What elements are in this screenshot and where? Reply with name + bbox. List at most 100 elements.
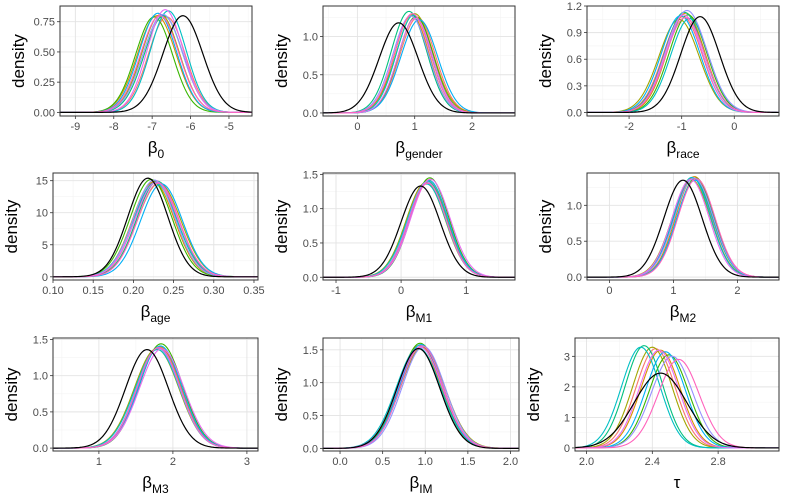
y-tick-label: 15 <box>36 176 48 188</box>
y-tick-label: 1.2 <box>567 1 582 13</box>
reference-density-curve <box>53 348 258 449</box>
x-axis-title-subscript: M2 <box>680 311 697 325</box>
reference-density-curve <box>323 22 515 114</box>
density-curves <box>587 176 779 278</box>
y-tick-label: 1.5 <box>303 169 318 181</box>
y-tick-label: 0.9 <box>567 28 582 40</box>
x-tick-label: 0.10 <box>42 285 63 297</box>
reference-density-curve <box>587 16 779 114</box>
density-curves <box>323 10 515 114</box>
density-curves <box>323 342 519 449</box>
panel-border <box>322 172 516 281</box>
panel-border <box>574 337 780 452</box>
x-axis-title-main: β <box>670 302 680 321</box>
x-axis-title-main: β <box>142 473 152 492</box>
x-tick-label: 0 <box>398 285 404 297</box>
x-tick-label: -7 <box>147 121 157 133</box>
panel-border <box>322 337 520 452</box>
x-tick-label: 2.0 <box>579 456 594 468</box>
y-tick-label: 0.25 <box>34 77 55 89</box>
y-axis-title: density <box>536 199 555 253</box>
y-tick-label: 0.0 <box>567 107 582 119</box>
x-axis-title-main: β <box>666 138 676 157</box>
x-tick-label: 0 <box>354 121 360 133</box>
panel-beta-m3: 1 2 3 0.0 0.5 1.0 1.5 density βM3 <box>2 334 259 496</box>
y-tick-label: 0 <box>42 272 48 284</box>
density-curves <box>323 177 515 278</box>
y-tick-label: 0.75 <box>34 17 55 29</box>
x-tick-label: -8 <box>109 121 119 133</box>
y-tick-label: 0.6 <box>567 54 582 66</box>
x-axis-title: βgender <box>395 138 442 161</box>
x-axis-title-main: β <box>148 138 158 157</box>
x-tick-label: 0.25 <box>163 285 184 297</box>
panel-beta-age: 0.10 0.15 0.20 0.25 0.30 0.35 0 5 10 15 density βag… <box>2 172 265 325</box>
panel-border <box>586 172 780 281</box>
reference-density-curve <box>323 347 519 449</box>
panel-beta-race: -2 -1 0 0.0 0.3 0.6 0.9 1.2 density βrace <box>536 1 780 161</box>
reference-density-curve <box>60 15 252 113</box>
reference-density-curve <box>575 372 779 449</box>
y-tick-label: 1.5 <box>303 345 318 357</box>
x-axis-title-subscript: gender <box>405 147 442 161</box>
y-axis-title: density <box>272 367 291 421</box>
panel-background <box>575 338 779 451</box>
x-tick-label: 0.0 <box>332 456 347 468</box>
panel-beta0: -9 -8 -7 -6 -5 0.00 0.25 0.50 0.75 density β0 <box>9 5 253 161</box>
x-tick-label: 0.30 <box>203 285 224 297</box>
x-tick-label: 0.15 <box>82 285 103 297</box>
chain-density-curve <box>53 346 258 449</box>
x-tick-label: 2.0 <box>503 456 518 468</box>
x-axis-title: βrace <box>666 138 699 161</box>
x-tick-label: 2 <box>469 121 475 133</box>
panel-beta-gender: 0 1 2 0.0 0.5 1.0 density βgender <box>272 5 516 161</box>
x-axis-title-subscript: IM <box>419 482 432 496</box>
x-tick-label: 2.8 <box>710 456 725 468</box>
x-tick-label: 3 <box>244 456 250 468</box>
y-tick-label: 1 <box>564 412 570 424</box>
reference-density-curve <box>587 179 779 278</box>
y-axis-title: density <box>524 367 543 421</box>
y-tick-label: 0 <box>564 443 570 455</box>
x-axis-title-main: β <box>406 302 416 321</box>
x-tick-label: 1 <box>463 285 469 297</box>
x-tick-label: -2 <box>624 121 634 133</box>
panel-beta-im: 0.0 0.5 1.0 1.5 2.0 0.0 0.5 1.0 1.5 density βIM <box>272 337 520 496</box>
y-tick-label: 0.0 <box>303 272 318 284</box>
x-axis-title-main: β <box>409 473 419 492</box>
y-tick-label: 1.5 <box>33 334 48 346</box>
panel-background <box>587 6 779 116</box>
y-tick-label: 10 <box>36 208 48 220</box>
y-tick-label: 0.3 <box>567 81 582 93</box>
panel-background <box>53 173 258 280</box>
panel-border <box>322 5 516 117</box>
density-curves <box>575 345 779 449</box>
panel-beta-m2: 0 1 2 0.0 0.5 1.0 density βM2 <box>536 172 780 325</box>
x-tick-label: 0.20 <box>123 285 144 297</box>
x-axis-title: βM2 <box>670 302 697 325</box>
y-tick-label: 2 <box>564 382 570 394</box>
minor-grid <box>323 338 519 451</box>
x-axis-title-subscript: M1 <box>416 311 433 325</box>
panel-border <box>59 5 253 117</box>
x-tick-label: 1.0 <box>418 456 433 468</box>
x-axis-title-subscript: race <box>676 147 700 161</box>
x-axis-title: βM1 <box>406 302 433 325</box>
y-tick-label: 0.0 <box>303 443 318 455</box>
x-axis-title: β0 <box>148 138 165 161</box>
x-tick-label: -1 <box>331 285 341 297</box>
y-axis-title: density <box>272 199 291 253</box>
y-tick-label: 1.0 <box>567 200 582 212</box>
x-axis-title-main: τ <box>674 473 681 492</box>
x-axis-title-subscript: 0 <box>158 147 165 161</box>
reference-density-curve <box>53 177 258 278</box>
y-tick-label: 0.00 <box>34 107 55 119</box>
y-tick-label: 1.0 <box>303 32 318 44</box>
x-axis-title-subscript: age <box>150 311 170 325</box>
x-tick-label: 0 <box>731 121 737 133</box>
y-tick-label: 0.0 <box>33 443 48 455</box>
x-tick-label: 2 <box>734 285 740 297</box>
y-tick-label: 1.0 <box>303 378 318 390</box>
x-axis-title: βIM <box>409 473 432 496</box>
y-axis-title: density <box>2 367 21 421</box>
